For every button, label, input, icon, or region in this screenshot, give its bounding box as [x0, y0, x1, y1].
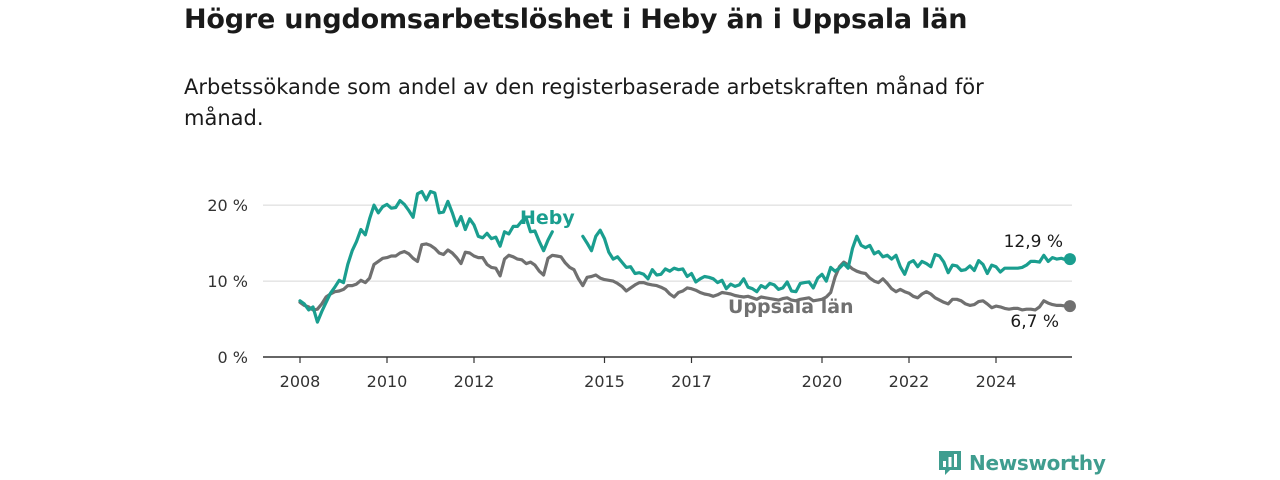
y-tick-label: 20 %	[207, 196, 248, 215]
series-line	[298, 242, 1072, 312]
gridlines	[263, 204, 1072, 358]
series-label: Uppsala län	[728, 296, 854, 318]
series-lines	[298, 189, 1076, 324]
y-tick-label: 10 %	[207, 272, 248, 291]
x-tick-label: 2012	[454, 372, 495, 391]
series-line	[298, 189, 1072, 324]
chart-title: Högre ungdomsarbetslöshet i Heby än i Up…	[184, 4, 968, 35]
x-tick-label: 2010	[367, 372, 408, 391]
x-tick-label: 2017	[671, 372, 712, 391]
series-end-point	[1063, 253, 1076, 266]
series-labels: Heby Uppsala län 12,9 % 6,7 %	[520, 207, 1063, 332]
chart-subtitle: Arbetssökande som andel av den registerb…	[184, 75, 984, 130]
x-tick-label: 2022	[889, 372, 930, 391]
line-chart: 0 % 10 % 20 % 2008 2010 2012 2015 2017 2020 2022…	[207, 189, 1076, 391]
brand-name: Newsworthy	[969, 451, 1106, 475]
y-tick-label: 0 %	[218, 348, 248, 367]
series-label: Heby	[520, 207, 575, 229]
newsworthy-logo: Newsworthy	[937, 449, 1106, 477]
x-tick-label: 2024	[976, 372, 1017, 391]
end-value-label: 12,9 %	[1004, 232, 1063, 252]
y-axis-ticks: 0 % 10 % 20 %	[207, 196, 248, 367]
end-value-label: 6,7 %	[1010, 312, 1059, 332]
x-tick-label: 2008	[280, 372, 321, 391]
x-tick-label: 2015	[584, 372, 625, 391]
x-tick-label: 2020	[802, 372, 843, 391]
series-end-point	[1063, 300, 1076, 313]
newsworthy-logo-icon	[939, 451, 961, 475]
x-axis-ticks: 2008 2010 2012 2015 2017 2020 2022 2024	[280, 357, 1017, 391]
